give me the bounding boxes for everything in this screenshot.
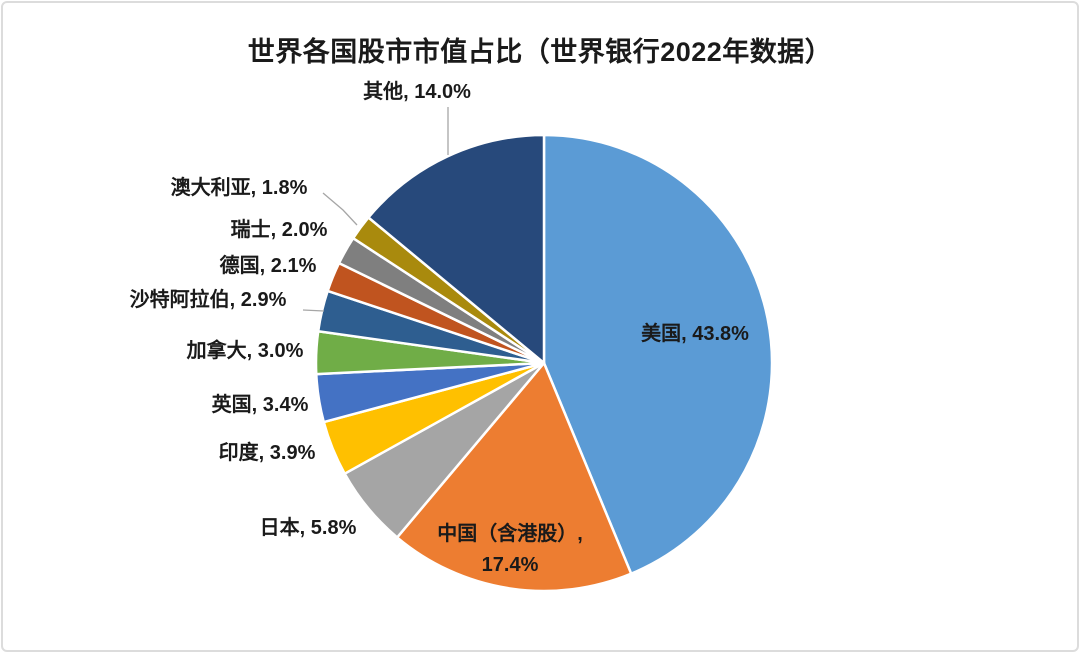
slice-label-switzerland: 瑞士, 2.0% [230, 219, 328, 241]
slice-label-canada: 加拿大, 3.0% [186, 340, 304, 362]
slice-label-uk: 英国, 3.4% [211, 394, 309, 416]
slice-label-australia: 澳大利亚, 1.8% [170, 177, 308, 199]
leader-line-saudi-arabia [302, 309, 325, 312]
slice-label-germany: 德国, 2.1% [219, 255, 317, 277]
leader-line-australia [322, 192, 358, 226]
slice-label-china: 中国（含港股）, 17.4% [437, 523, 583, 576]
pie-slice-usa [542, 133, 774, 575]
slice-label-india: 印度, 3.9% [218, 442, 316, 464]
slice-label-japan: 日本, 5.8% [259, 517, 357, 539]
pie-slice-other [367, 133, 546, 365]
slice-label-saudi-arabia: 沙特阿拉伯, 2.9% [129, 289, 287, 311]
chart-title: 世界各国股市市值占比（世界银行2022年数据） [247, 37, 833, 67]
slice-label-usa: 美国, 43.8% [641, 323, 749, 345]
slice-label-other: 其他, 14.0% [363, 81, 471, 103]
pie-chart [302, 107, 774, 593]
pie-slices-group [314, 133, 774, 593]
pie-slice-china [395, 361, 633, 593]
